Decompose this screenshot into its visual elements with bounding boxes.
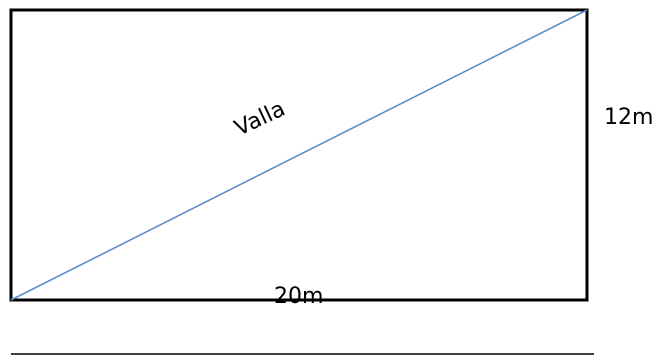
height-label: 12m <box>604 105 653 130</box>
diagonal-label: Valla <box>231 97 289 142</box>
width-label: 20m <box>274 284 323 309</box>
field-rectangle <box>9 8 589 302</box>
diagonal-fence-line <box>10 9 588 301</box>
